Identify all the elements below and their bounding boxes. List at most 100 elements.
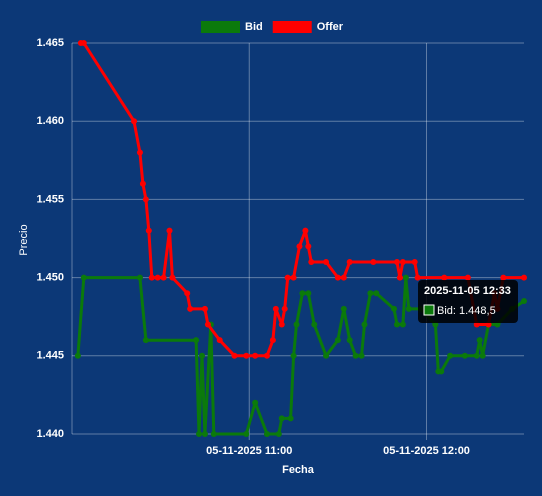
data-point	[461, 352, 468, 359]
data-point	[148, 274, 155, 281]
data-point	[284, 274, 291, 281]
data-point	[334, 337, 341, 344]
data-point	[473, 321, 480, 328]
data-point	[252, 352, 259, 359]
data-point	[494, 321, 501, 328]
data-point	[142, 337, 149, 344]
data-point	[521, 274, 527, 281]
data-point	[396, 274, 403, 281]
data-point	[308, 258, 315, 265]
tooltip-label: Bid: 1.448,5	[437, 305, 496, 317]
data-point	[278, 321, 285, 328]
data-point	[193, 337, 200, 344]
data-point	[287, 415, 294, 422]
data-point	[196, 431, 203, 437]
data-point	[275, 431, 282, 437]
data-point	[269, 337, 276, 344]
data-point	[334, 274, 341, 281]
data-point	[198, 352, 205, 359]
data-point	[432, 321, 439, 328]
legend-swatch	[201, 21, 240, 33]
data-point	[302, 227, 309, 234]
data-point	[393, 258, 400, 265]
data-point	[399, 321, 406, 328]
data-point	[485, 321, 492, 328]
data-point	[154, 274, 161, 281]
data-point	[521, 298, 527, 305]
data-point	[139, 180, 146, 187]
x-tick-label: 05-11-2025 12:00	[383, 445, 470, 457]
y-tick-label: 1.445	[36, 350, 64, 362]
y-tick-label: 1.440	[36, 428, 64, 440]
data-point	[438, 368, 445, 375]
tooltip-title: 2025-11-05 12:33	[424, 285, 511, 297]
data-point	[80, 40, 87, 46]
data-point	[370, 258, 377, 265]
data-point	[145, 227, 152, 234]
data-point	[402, 274, 409, 281]
data-point	[323, 258, 330, 265]
data-point	[263, 352, 270, 359]
data-point	[231, 352, 238, 359]
data-point	[405, 305, 412, 312]
data-point	[201, 431, 208, 437]
tooltip-swatch	[423, 304, 435, 316]
data-point	[201, 305, 208, 312]
data-point	[367, 290, 374, 297]
x-tick-label: 05-11-2025 11:00	[206, 445, 292, 457]
data-point	[411, 258, 418, 265]
data-point	[216, 337, 223, 344]
data-point	[263, 431, 270, 437]
y-tick-label: 1.455	[36, 193, 64, 205]
data-point	[142, 196, 149, 203]
data-point	[187, 305, 194, 312]
data-point	[131, 118, 138, 125]
data-point	[290, 274, 297, 281]
data-point	[272, 305, 279, 312]
data-point	[358, 352, 365, 359]
data-point	[252, 399, 259, 406]
data-point	[340, 305, 347, 312]
data-point	[160, 274, 167, 281]
data-point	[290, 352, 297, 359]
data-point	[473, 352, 480, 359]
y-tick-label: 1.460	[36, 115, 64, 127]
tooltip-box	[418, 280, 518, 323]
data-point	[305, 290, 312, 297]
data-point	[414, 274, 421, 281]
data-point	[500, 274, 507, 281]
data-point	[393, 321, 400, 328]
data-point	[243, 431, 250, 437]
legend-label: Offer	[317, 21, 344, 33]
data-point	[352, 352, 359, 359]
data-point	[210, 431, 217, 437]
data-point	[169, 274, 176, 281]
y-tick-label: 1.450	[36, 272, 64, 284]
data-point	[399, 258, 406, 265]
data-point	[311, 321, 318, 328]
data-point	[243, 352, 250, 359]
data-point	[479, 352, 486, 359]
data-point	[323, 352, 330, 359]
data-point	[281, 305, 288, 312]
data-point	[296, 243, 303, 250]
data-point	[447, 352, 454, 359]
data-point	[346, 337, 353, 344]
data-point	[80, 274, 87, 281]
data-point	[391, 305, 398, 312]
data-point	[204, 321, 211, 328]
data-point	[299, 290, 306, 297]
data-point	[340, 274, 347, 281]
data-point	[361, 321, 368, 328]
data-point	[305, 243, 312, 250]
x-axis-title: Fecha	[282, 464, 315, 476]
y-axis-title: Precio	[18, 224, 30, 255]
data-point	[278, 415, 285, 422]
data-point	[476, 337, 483, 344]
data-point	[346, 258, 353, 265]
legend-swatch	[272, 21, 312, 33]
data-point	[441, 274, 448, 281]
data-point	[293, 321, 300, 328]
